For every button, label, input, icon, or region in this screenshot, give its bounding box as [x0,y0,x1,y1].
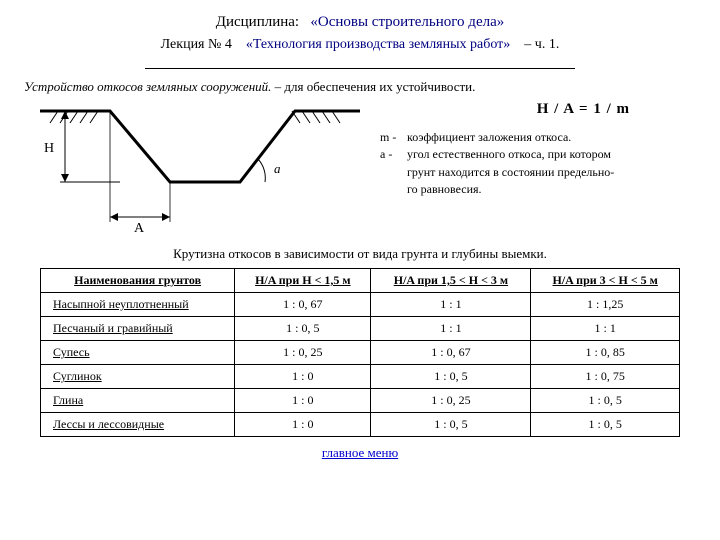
menu-link-wrap: главное меню [20,445,700,461]
main-menu-link[interactable]: главное меню [322,445,398,460]
trench-diagram: H A a [30,97,370,242]
lecture-title: «Технология производства земляных работ» [246,37,510,52]
legend-a-line2: грунт находится в состоянии предельно- [407,165,614,179]
table-header-row: Наименования грунтов H/A при H < 1,5 м H… [41,269,680,293]
legend-a-line1: угол естественного откоса, при котором [407,147,611,161]
subtitle-rest: – для обеспечения их устойчивости. [271,79,475,94]
legend-m-sym: m - [380,129,404,146]
table-cell: 1 : 0, 5 [531,413,680,437]
table-row: Глина1 : 01 : 0, 251 : 0, 5 [41,389,680,413]
table-cell: 1 : 0, 25 [235,341,371,365]
subtitle: Устройство откосов земляных сооружений. … [24,79,700,95]
lecture-line: Лекция № 4 «Технология производства земл… [20,37,700,53]
table-cell: Супесь [41,341,235,365]
discipline-label: Дисциплина: [216,14,299,30]
discipline-value: «Основы строительного дела» [310,14,504,30]
soil-table: Наименования грунтов H/A при H < 1,5 м H… [40,268,680,437]
table-cell: 1 : 0, 5 [371,365,531,389]
col-header: H/A при 1,5 < H < 3 м [371,269,531,293]
diagram-block: H A a H / A = 1 / m m - коэффициент зало… [20,97,700,242]
table-cell: 1 : 0, 67 [371,341,531,365]
table-cell: 1 : 0 [235,413,371,437]
table-caption: Крутизна откосов в зависимости от вида г… [20,246,700,262]
table-cell: Насыпной неуплотненный [41,293,235,317]
table-cell: 1 : 0, 75 [531,365,680,389]
legend: m - коэффициент заложения откоса. a - уг… [380,129,614,199]
divider [20,57,700,73]
table-cell: 1 : 1,25 [531,293,680,317]
table-cell: Глина [41,389,235,413]
table-cell: Песчаный и гравийный [41,317,235,341]
table-cell: Лессы и лессовидные [41,413,235,437]
table-cell: 1 : 1 [371,317,531,341]
table-cell: 1 : 0 [235,389,371,413]
lecture-label: Лекция № 4 [161,37,232,52]
table-cell: 1 : 0, 67 [235,293,371,317]
table-row: Песчаный и гравийный1 : 0, 51 : 11 : 1 [41,317,680,341]
table-row: Лессы и лессовидные1 : 01 : 0, 51 : 0, 5 [41,413,680,437]
discipline-line: Дисциплина: «Основы строительного дела» [20,14,700,31]
table-row: Насыпной неуплотненный1 : 0, 671 : 11 : … [41,293,680,317]
table-cell: 1 : 0 [235,365,371,389]
table-cell: 1 : 0, 5 [235,317,371,341]
table-cell: 1 : 0, 5 [531,389,680,413]
col-header: H/A при H < 1,5 м [235,269,371,293]
lecture-part: – ч. 1. [524,37,559,52]
subtitle-italic: Устройство откосов земляных сооружений. [24,79,271,94]
col-header: H/A при 3 < H < 5 м [531,269,680,293]
legend-a-sym: a - [380,146,404,163]
label-A: A [134,221,145,236]
table-cell: 1 : 0, 85 [531,341,680,365]
formula: H / A = 1 / m [537,101,630,118]
table-cell: 1 : 0, 25 [371,389,531,413]
label-H: H [44,141,54,156]
col-header: Наименования грунтов [41,269,235,293]
table-cell: 1 : 1 [371,293,531,317]
table-cell: 1 : 0, 5 [371,413,531,437]
table-cell: 1 : 1 [531,317,680,341]
label-a: a [274,161,281,176]
table-cell: Суглинок [41,365,235,389]
table-row: Супесь1 : 0, 251 : 0, 671 : 0, 85 [41,341,680,365]
legend-m-text: коэффициент заложения откоса. [407,130,571,144]
table-row: Суглинок1 : 01 : 0, 51 : 0, 75 [41,365,680,389]
legend-a-line3: го равновесия. [407,182,482,196]
